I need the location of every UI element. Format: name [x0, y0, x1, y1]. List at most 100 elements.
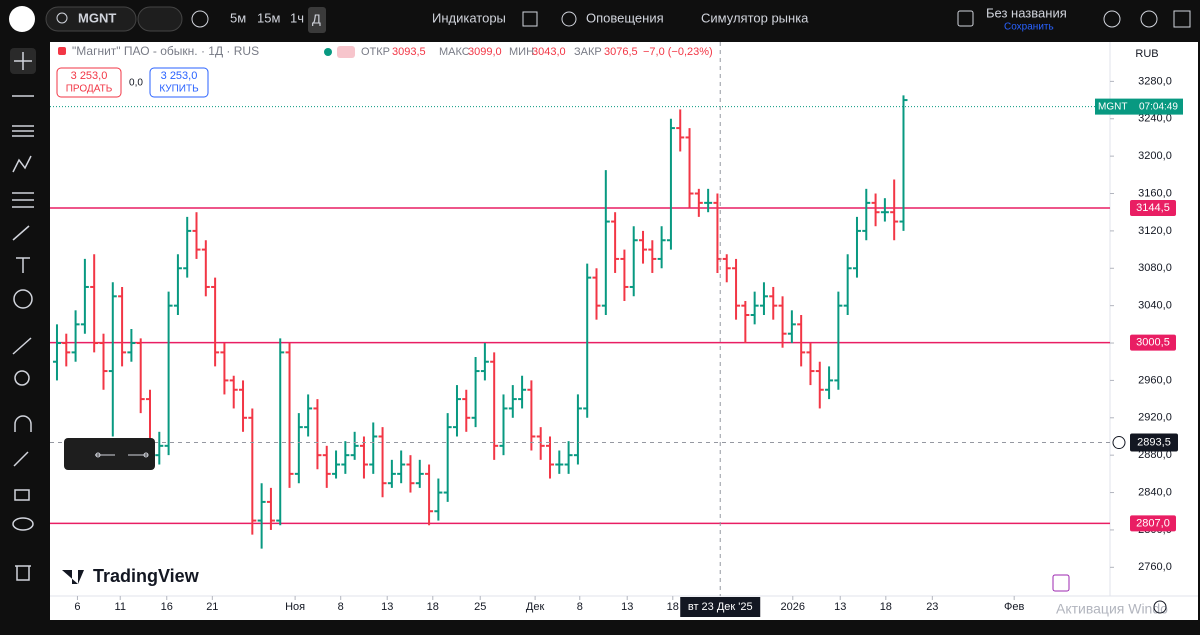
interval[interactable]: Д — [312, 11, 321, 26]
symbol-search[interactable] — [45, 6, 137, 32]
x-tick-label: 13 — [834, 601, 846, 613]
object-tree[interactable] — [1052, 574, 1070, 592]
x-tick-label: 13 — [381, 601, 393, 613]
alerts[interactable]: Оповещения — [586, 10, 664, 25]
currency: RUB — [1135, 48, 1158, 60]
time-settings[interactable] — [1153, 600, 1167, 614]
indicators[interactable]: Индикаторы — [432, 10, 506, 25]
floating-tools — [95, 452, 149, 458]
x-tick-label: 11 — [115, 601, 126, 613]
drawing-tools[interactable] — [10, 48, 36, 581]
logo-icon — [62, 570, 84, 584]
ohlc-legend: ОТКР 3093,5 МАКС 3099,0 МИН 3043,0 ЗАКР … — [361, 46, 713, 58]
last-price-badge — [1095, 98, 1183, 115]
y-tick-label: 3280,0 — [1138, 75, 1172, 87]
crosshair-x-label: вт 23 Дек '25 — [688, 601, 753, 613]
x-tick-label: 8 — [577, 601, 583, 613]
x-tick-label: 25 — [474, 601, 486, 613]
x-tick-label: 8 — [338, 601, 344, 613]
level-label: 3000,5 — [1136, 336, 1170, 348]
level-label: 2807,0 — [1136, 517, 1170, 529]
x-tick-label: 18 — [880, 601, 892, 613]
buy-button[interactable] — [149, 67, 209, 98]
avatar[interactable] — [9, 6, 35, 32]
x-tick-label: 18 — [427, 601, 439, 613]
replay[interactable]: Симулятор рынка — [701, 10, 809, 25]
x-tick-label: 23 — [926, 601, 938, 613]
settings[interactable] — [1140, 10, 1158, 28]
x-tick-label: Ноя — [285, 601, 305, 613]
add-symbol[interactable] — [191, 10, 209, 28]
crosshair-y-label: 2893,5 — [1137, 436, 1171, 448]
y-tick-label: 3160,0 — [1138, 187, 1172, 199]
x-tick-label: 13 — [621, 601, 633, 613]
legend-value: 3099,0 — [468, 46, 502, 58]
interval[interactable]: 15м — [257, 10, 280, 25]
y-tick-label: 3120,0 — [1138, 225, 1172, 237]
x-tick-label: 18 — [667, 601, 679, 613]
symbol-badge — [58, 47, 66, 55]
y-tick-label: 2960,0 — [1138, 374, 1172, 386]
y-tick-label: 2760,0 — [1138, 561, 1172, 573]
status-badge — [337, 46, 355, 58]
last-time: 07:04:49 — [1139, 101, 1178, 112]
legend-change: −7,0 (−0,23%) — [643, 46, 713, 58]
legend-value: 3093,5 — [392, 46, 426, 58]
level-badge — [1130, 334, 1176, 351]
buy-price: 3 253,0 — [161, 70, 198, 82]
x-tick-label: 21 — [206, 601, 218, 613]
layout-name[interactable]: Без названия — [986, 5, 1067, 20]
y-tick-label: 3040,0 — [1138, 300, 1172, 312]
plot: 2760,02800,02840,02880,02920,02960,03000… — [50, 42, 1183, 617]
legend-label: МИН — [509, 46, 534, 58]
search-icon — [56, 12, 68, 24]
spread: 0,0 — [129, 78, 143, 89]
crosshair-x-badge — [680, 597, 761, 617]
level-label: 3144,5 — [1136, 202, 1170, 214]
interval[interactable]: 5м — [230, 10, 246, 25]
top-toolbar — [0, 0, 1200, 40]
legend-value: 3076,5 — [604, 46, 638, 58]
level-badge — [1130, 200, 1176, 217]
legend-label: ОТКР — [361, 46, 390, 58]
sell-price: 3 253,0 — [71, 70, 108, 82]
crosshair-plus — [1112, 436, 1126, 450]
chart-pane — [50, 42, 1198, 620]
y-tick-label: 3080,0 — [1138, 262, 1172, 274]
legend-value: 3043,0 — [532, 46, 566, 58]
watermark: Активация Windo — [1056, 601, 1168, 617]
templates[interactable] — [522, 11, 538, 27]
x-tick-label: Фев — [1004, 601, 1024, 613]
x-tick-label: 2026 — [781, 601, 805, 613]
y-tick-label: 2840,0 — [1138, 486, 1172, 498]
logo: TradingView — [93, 566, 200, 586]
y-tick-label: 2880,0 — [1138, 449, 1172, 461]
y-tick-label: 3240,0 — [1138, 113, 1172, 125]
legend-label: МАКС — [439, 46, 470, 58]
compare[interactable] — [137, 6, 183, 32]
symbol: MGNT — [78, 10, 116, 25]
left-toolbar — [0, 40, 48, 630]
level-badge — [1130, 515, 1176, 532]
x-tick-label: 6 — [74, 601, 80, 613]
interval-active[interactable] — [308, 7, 326, 33]
floating-toolbar[interactable] — [64, 438, 155, 470]
x-tick-label: Дек — [526, 601, 545, 613]
y-tick-label: 2920,0 — [1138, 412, 1172, 424]
save[interactable]: Сохранить — [1004, 22, 1054, 33]
sell-button[interactable] — [56, 67, 122, 98]
quick-search[interactable] — [1103, 10, 1121, 28]
layout-icon — [957, 10, 974, 27]
alert-icon — [561, 11, 577, 27]
last-symbol: MGNT — [1098, 101, 1127, 112]
market-open-dot — [324, 48, 332, 56]
fullscreen[interactable] — [1173, 10, 1191, 28]
interval[interactable]: 1ч — [290, 10, 304, 25]
crosshair-y-badge — [1130, 433, 1178, 452]
buy-label: КУПИТЬ — [159, 84, 199, 95]
legend-label: ЗАКР — [574, 46, 602, 58]
legend-name: "Магнит" ПАО - обыкн. · 1Д · RUS — [72, 44, 259, 58]
y-tick-label: 3200,0 — [1138, 150, 1172, 162]
x-tick-label: 16 — [161, 601, 173, 613]
